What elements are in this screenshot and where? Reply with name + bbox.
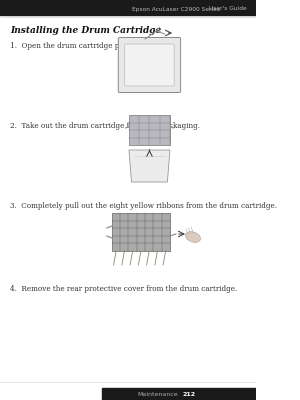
Text: 4.  Remove the rear protective cover from the drum cartridge.: 4. Remove the rear protective cover from… bbox=[10, 285, 238, 293]
Bar bbox=[112, 213, 170, 251]
FancyBboxPatch shape bbox=[118, 38, 181, 92]
Text: Epson AcuLaser C2900 Series: Epson AcuLaser C2900 Series bbox=[132, 6, 220, 12]
FancyBboxPatch shape bbox=[125, 44, 174, 86]
Text: 1.  Open the drum cartridge packaging.: 1. Open the drum cartridge packaging. bbox=[10, 42, 155, 50]
Text: Installing the Drum Cartridge: Installing the Drum Cartridge bbox=[10, 26, 161, 35]
Text: Maintenance: Maintenance bbox=[137, 392, 178, 396]
Bar bbox=[0, 0, 256, 15]
Text: 2.  Take out the drum cartridge from the packaging.: 2. Take out the drum cartridge from the … bbox=[10, 122, 200, 130]
Ellipse shape bbox=[185, 232, 200, 242]
Text: 212: 212 bbox=[183, 392, 196, 396]
Bar bbox=[129, 115, 170, 145]
Text: User's Guide: User's Guide bbox=[209, 6, 247, 12]
Polygon shape bbox=[129, 150, 170, 182]
Text: 3.  Completely pull out the eight yellow ribbons from the drum cartridge.: 3. Completely pull out the eight yellow … bbox=[10, 202, 277, 210]
Bar bbox=[103, 388, 256, 400]
